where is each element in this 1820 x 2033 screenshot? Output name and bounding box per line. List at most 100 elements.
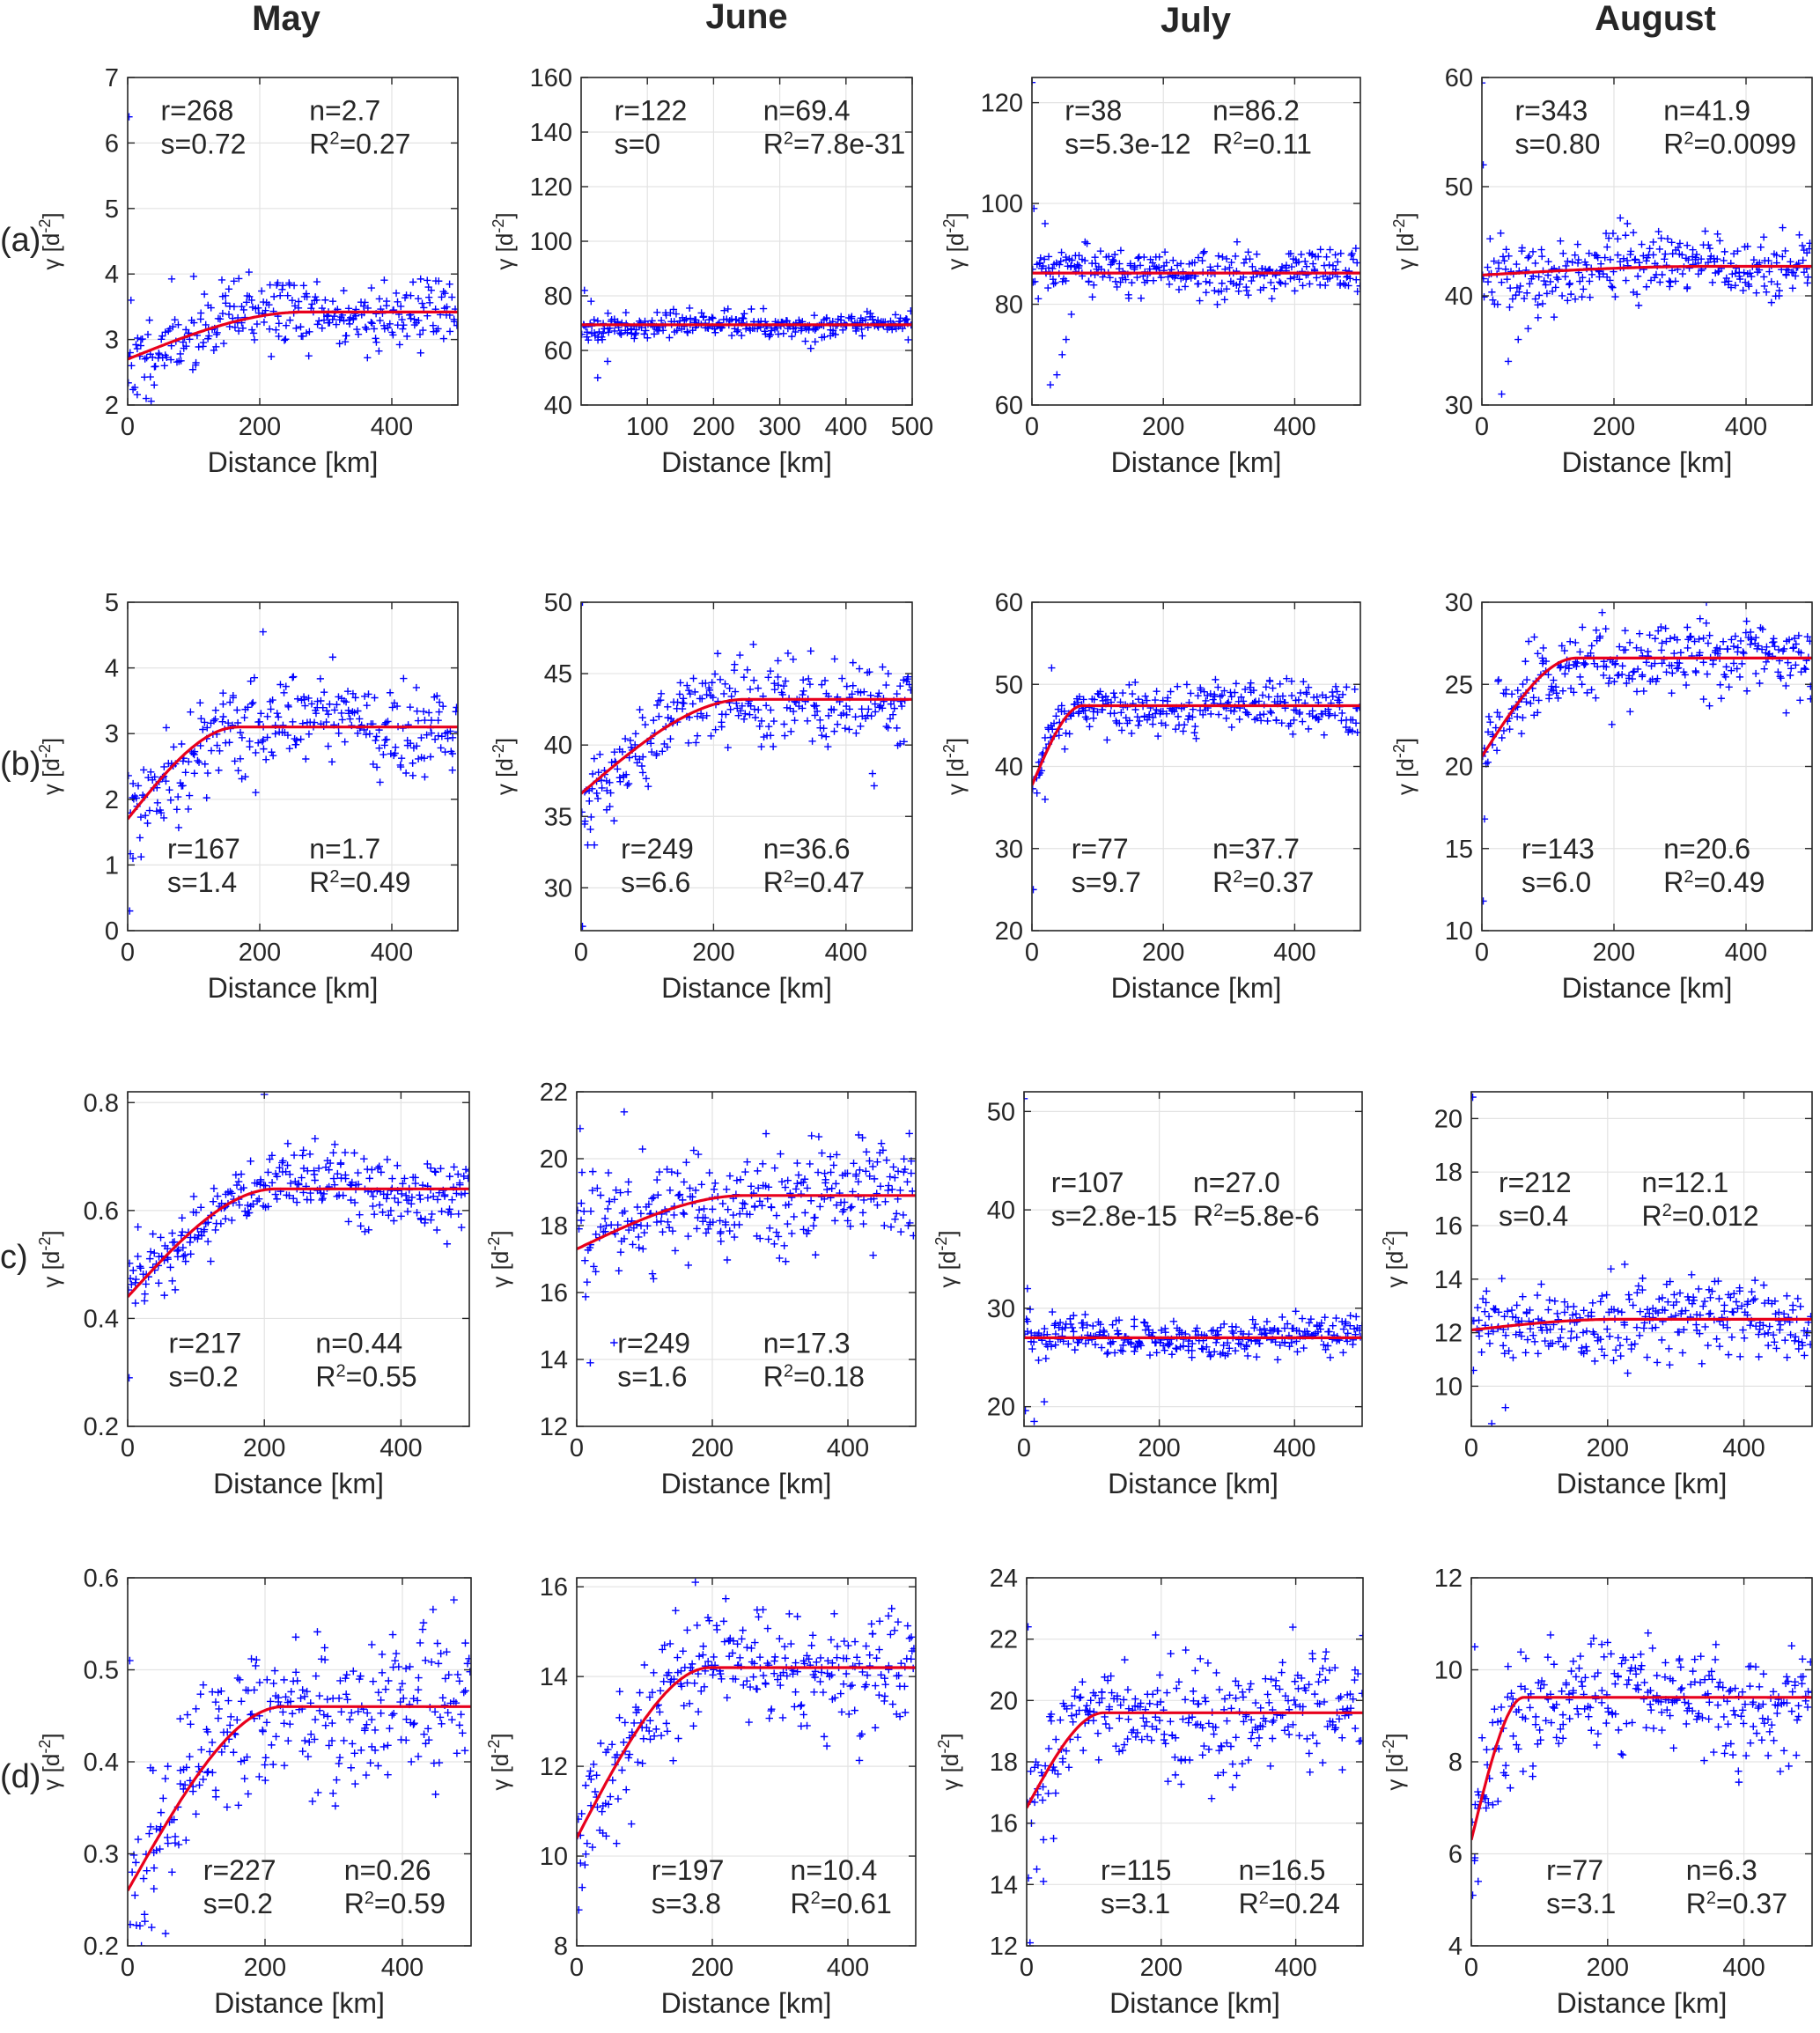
data-point (1654, 627, 1662, 635)
data-point (1057, 257, 1065, 265)
data-point (1678, 251, 1686, 259)
data-point (313, 1628, 321, 1636)
data-point (136, 834, 144, 842)
data-point (1109, 1321, 1116, 1329)
data-point (225, 719, 232, 727)
data-point (901, 1683, 909, 1690)
column-title-june: June (705, 0, 787, 36)
data-point (1096, 247, 1104, 255)
data-point (1300, 678, 1308, 686)
data-point (388, 703, 396, 711)
annot-range: r=122 (615, 94, 688, 126)
data-point (893, 689, 901, 698)
data-point (155, 1279, 163, 1287)
data-point (1634, 1282, 1643, 1290)
data-point (402, 1736, 410, 1744)
data-point (1552, 273, 1561, 282)
data-point (1482, 161, 1487, 169)
annot-range: r=249 (621, 833, 694, 865)
data-point (201, 290, 209, 298)
data-point (1794, 1337, 1802, 1345)
panel-a-june: 100 200 300 400 500406080100120140160Distanc… (490, 64, 933, 478)
data-point (1227, 723, 1235, 732)
data-point (1583, 689, 1591, 697)
data-point (1750, 1276, 1759, 1285)
data-point (295, 298, 303, 306)
data-point (821, 1169, 829, 1177)
data-point (367, 1715, 376, 1724)
data-point (426, 298, 434, 306)
data-point (721, 1220, 730, 1229)
data-point (1794, 1294, 1802, 1303)
data-point (203, 724, 211, 732)
annot-r2-value: =0.37 (1242, 866, 1314, 898)
data-point (184, 805, 192, 814)
data-point (1721, 278, 1729, 286)
data-point (1030, 1418, 1038, 1425)
data-point (770, 680, 778, 688)
data-point (598, 1808, 606, 1816)
data-point (849, 681, 857, 689)
annot-r2-value: =0.49 (1693, 866, 1765, 898)
data-point (603, 786, 611, 795)
data-point (904, 335, 912, 344)
data-point (295, 1181, 303, 1189)
data-point (1616, 1341, 1625, 1350)
data-point (1632, 1323, 1641, 1331)
data-point (421, 1219, 429, 1227)
data-point (372, 733, 380, 740)
data-point (845, 726, 853, 733)
data-point (356, 715, 364, 723)
data-point (382, 302, 391, 310)
data-point (436, 1713, 445, 1721)
data-point (438, 293, 446, 301)
data-point (199, 1681, 208, 1689)
data-point (1635, 259, 1643, 267)
data-point (226, 1188, 234, 1196)
data-point (1051, 1320, 1059, 1328)
data-point (791, 717, 799, 725)
data-point (1534, 709, 1542, 717)
data-point (421, 1656, 430, 1665)
data-point (614, 1794, 623, 1803)
data-point (1329, 1322, 1337, 1330)
data-point (294, 304, 303, 312)
data-point (329, 1149, 337, 1157)
data-point (1739, 648, 1747, 656)
y-axis-label-sup: -2 (490, 744, 507, 758)
data-point (446, 1210, 455, 1219)
data-point (364, 354, 372, 362)
y-tick-label: 5 (105, 589, 119, 617)
data-point (1079, 696, 1087, 703)
fit-curve (577, 1194, 916, 1251)
data-point (1742, 278, 1750, 286)
data-point (1669, 669, 1676, 677)
data-point (1551, 284, 1559, 291)
data-point (602, 1832, 610, 1840)
data-point (905, 1634, 914, 1643)
data-point (268, 748, 276, 756)
data-point (298, 332, 306, 341)
data-point (1187, 689, 1195, 697)
data-point (267, 352, 276, 361)
data-point (1769, 1330, 1778, 1339)
data-point (354, 1180, 363, 1189)
data-point (1627, 247, 1635, 255)
data-point (142, 394, 151, 402)
data-point (221, 1742, 229, 1750)
data-point (132, 1859, 140, 1867)
data-point (688, 1660, 696, 1668)
y-tick-label: 7 (105, 64, 119, 92)
data-point (1493, 709, 1501, 717)
data-point (577, 1124, 585, 1133)
data-point (1794, 631, 1802, 640)
data-point (1490, 257, 1498, 265)
x-tick-label: 0 (1025, 413, 1039, 441)
data-point (1024, 1285, 1032, 1293)
data-point (213, 328, 221, 336)
data-point (654, 1191, 662, 1199)
data-point (1803, 633, 1811, 641)
data-point (774, 673, 782, 681)
data-point (1675, 664, 1683, 672)
